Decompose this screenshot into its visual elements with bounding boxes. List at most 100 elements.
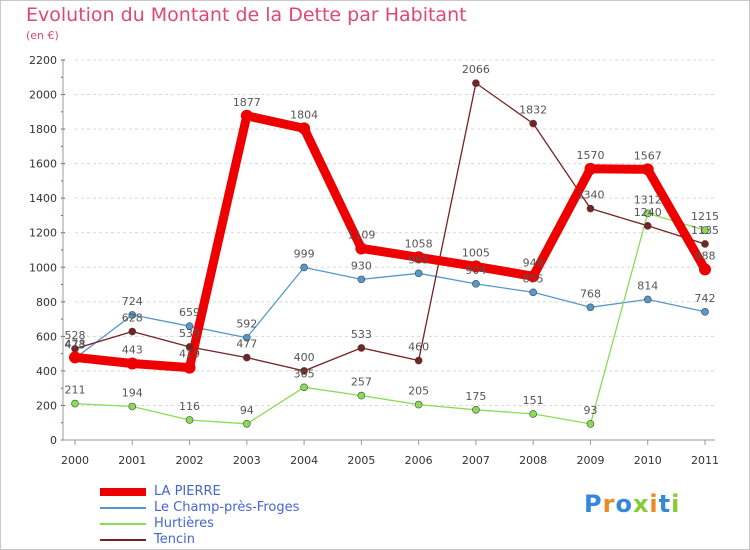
label-2-3: 94 bbox=[240, 404, 254, 417]
y-tick-200: 200 bbox=[36, 399, 57, 412]
label-3-7: 2066 bbox=[462, 63, 490, 76]
axes bbox=[61, 59, 715, 445]
point-0-0 bbox=[69, 351, 81, 364]
label-1-7: 904 bbox=[465, 264, 486, 277]
label-0-2: 419 bbox=[179, 348, 200, 361]
point-1-4 bbox=[300, 263, 308, 272]
x-tick-2001: 2001 bbox=[118, 454, 146, 467]
chart-title: Evolution du Montant de la Dette par Hab… bbox=[26, 4, 467, 26]
label-3-2: 539 bbox=[179, 327, 200, 340]
point-0-11 bbox=[699, 263, 711, 276]
x-tick-2002: 2002 bbox=[176, 454, 204, 467]
label-1-4: 999 bbox=[294, 247, 315, 260]
point-2-0 bbox=[71, 399, 79, 408]
logo-letter: i bbox=[671, 490, 681, 518]
point-3-2 bbox=[185, 343, 194, 351]
point-0-6 bbox=[412, 251, 425, 264]
legend-swatch bbox=[100, 507, 146, 509]
legend-label: Hurtières bbox=[154, 516, 214, 531]
label-2-10: 1312 bbox=[634, 193, 662, 206]
label-2-6: 205 bbox=[408, 385, 429, 398]
label-3-11: 1135 bbox=[691, 224, 719, 237]
x-tick-2011: 2011 bbox=[691, 454, 719, 467]
point-1-2 bbox=[185, 322, 194, 330]
point-3-4 bbox=[300, 367, 308, 375]
series-points bbox=[69, 79, 711, 428]
label-0-1: 443 bbox=[122, 343, 143, 356]
point-1-6 bbox=[414, 269, 423, 278]
point-1-9 bbox=[586, 303, 595, 312]
legend-swatch bbox=[100, 539, 146, 541]
point-0-8 bbox=[527, 270, 540, 283]
label-0-9: 1570 bbox=[576, 149, 604, 162]
logo-letter: t bbox=[658, 490, 672, 518]
point-2-3 bbox=[243, 419, 251, 428]
unit-label: (en €) bbox=[26, 29, 59, 42]
label-3-5: 533 bbox=[351, 328, 372, 341]
label-1-1: 724 bbox=[122, 295, 143, 308]
y-tick-2200: 2200 bbox=[29, 54, 57, 67]
y-tick-1800: 1800 bbox=[29, 123, 57, 136]
label-2-2: 116 bbox=[179, 400, 200, 413]
point-1-7 bbox=[472, 280, 480, 288]
point-3-11 bbox=[701, 240, 709, 248]
point-1-11 bbox=[701, 308, 709, 316]
y-tick-400: 400 bbox=[36, 365, 57, 378]
point-0-10 bbox=[641, 163, 654, 176]
label-1-0: 473 bbox=[65, 338, 86, 351]
label-0-10: 1567 bbox=[634, 149, 662, 162]
x-tick-2003: 2003 bbox=[233, 454, 261, 467]
point-1-3 bbox=[243, 333, 251, 342]
point-2-11 bbox=[701, 226, 709, 234]
x-tick-2008: 2008 bbox=[519, 454, 547, 467]
label-1-2: 659 bbox=[179, 306, 200, 319]
point-1-10 bbox=[643, 295, 652, 304]
point-3-1 bbox=[128, 327, 137, 336]
label-1-8: 855 bbox=[523, 272, 544, 285]
label-3-4: 400 bbox=[294, 351, 315, 364]
x-tick-2006: 2006 bbox=[405, 454, 433, 467]
label-2-4: 305 bbox=[294, 367, 315, 380]
label-0-8: 948 bbox=[523, 256, 544, 269]
series-line-3 bbox=[74, 82, 706, 372]
point-1-8 bbox=[529, 288, 537, 297]
point-2-1 bbox=[128, 402, 137, 411]
point-2-10 bbox=[643, 209, 652, 218]
label-3-1: 628 bbox=[122, 312, 143, 325]
point-3-5 bbox=[357, 344, 366, 352]
point-2-8 bbox=[529, 410, 537, 418]
legend-swatch bbox=[100, 523, 146, 525]
point-3-6 bbox=[414, 356, 423, 365]
label-0-4: 1804 bbox=[290, 108, 318, 121]
point-0-5 bbox=[355, 242, 368, 255]
label-2-0: 211 bbox=[65, 384, 86, 397]
point-2-7 bbox=[472, 405, 480, 414]
label-1-11: 742 bbox=[695, 292, 716, 305]
logo-letter: o bbox=[615, 490, 633, 518]
label-0-3: 1877 bbox=[233, 96, 261, 109]
point-3-7 bbox=[472, 79, 480, 87]
legend-swatch bbox=[100, 488, 146, 496]
point-0-2 bbox=[183, 361, 196, 374]
y-tick-0: 0 bbox=[50, 434, 57, 447]
data-labels: 478 443 419 1877 1804 1109 1058 1005 948 1570 1567… bbox=[65, 63, 720, 417]
label-1-6: 965 bbox=[408, 253, 429, 266]
point-0-7 bbox=[469, 260, 482, 273]
point-2-4 bbox=[300, 383, 308, 392]
point-0-3 bbox=[240, 109, 253, 122]
x-tick-2010: 2010 bbox=[634, 454, 662, 467]
point-3-8 bbox=[529, 119, 537, 128]
label-3-10: 1240 bbox=[634, 206, 662, 219]
x-tick-2007: 2007 bbox=[462, 454, 490, 467]
point-2-2 bbox=[185, 416, 194, 424]
x-tick-2005: 2005 bbox=[347, 454, 375, 467]
logo-letter: x bbox=[632, 490, 650, 518]
label-3-8: 1832 bbox=[519, 104, 547, 117]
point-2-9 bbox=[586, 420, 595, 428]
y-tick-1000: 1000 bbox=[29, 261, 57, 274]
x-tick-2009: 2009 bbox=[576, 454, 604, 467]
label-2-11: 1215 bbox=[691, 210, 719, 223]
point-1-1 bbox=[128, 311, 137, 319]
label-0-11: 988 bbox=[695, 249, 716, 262]
